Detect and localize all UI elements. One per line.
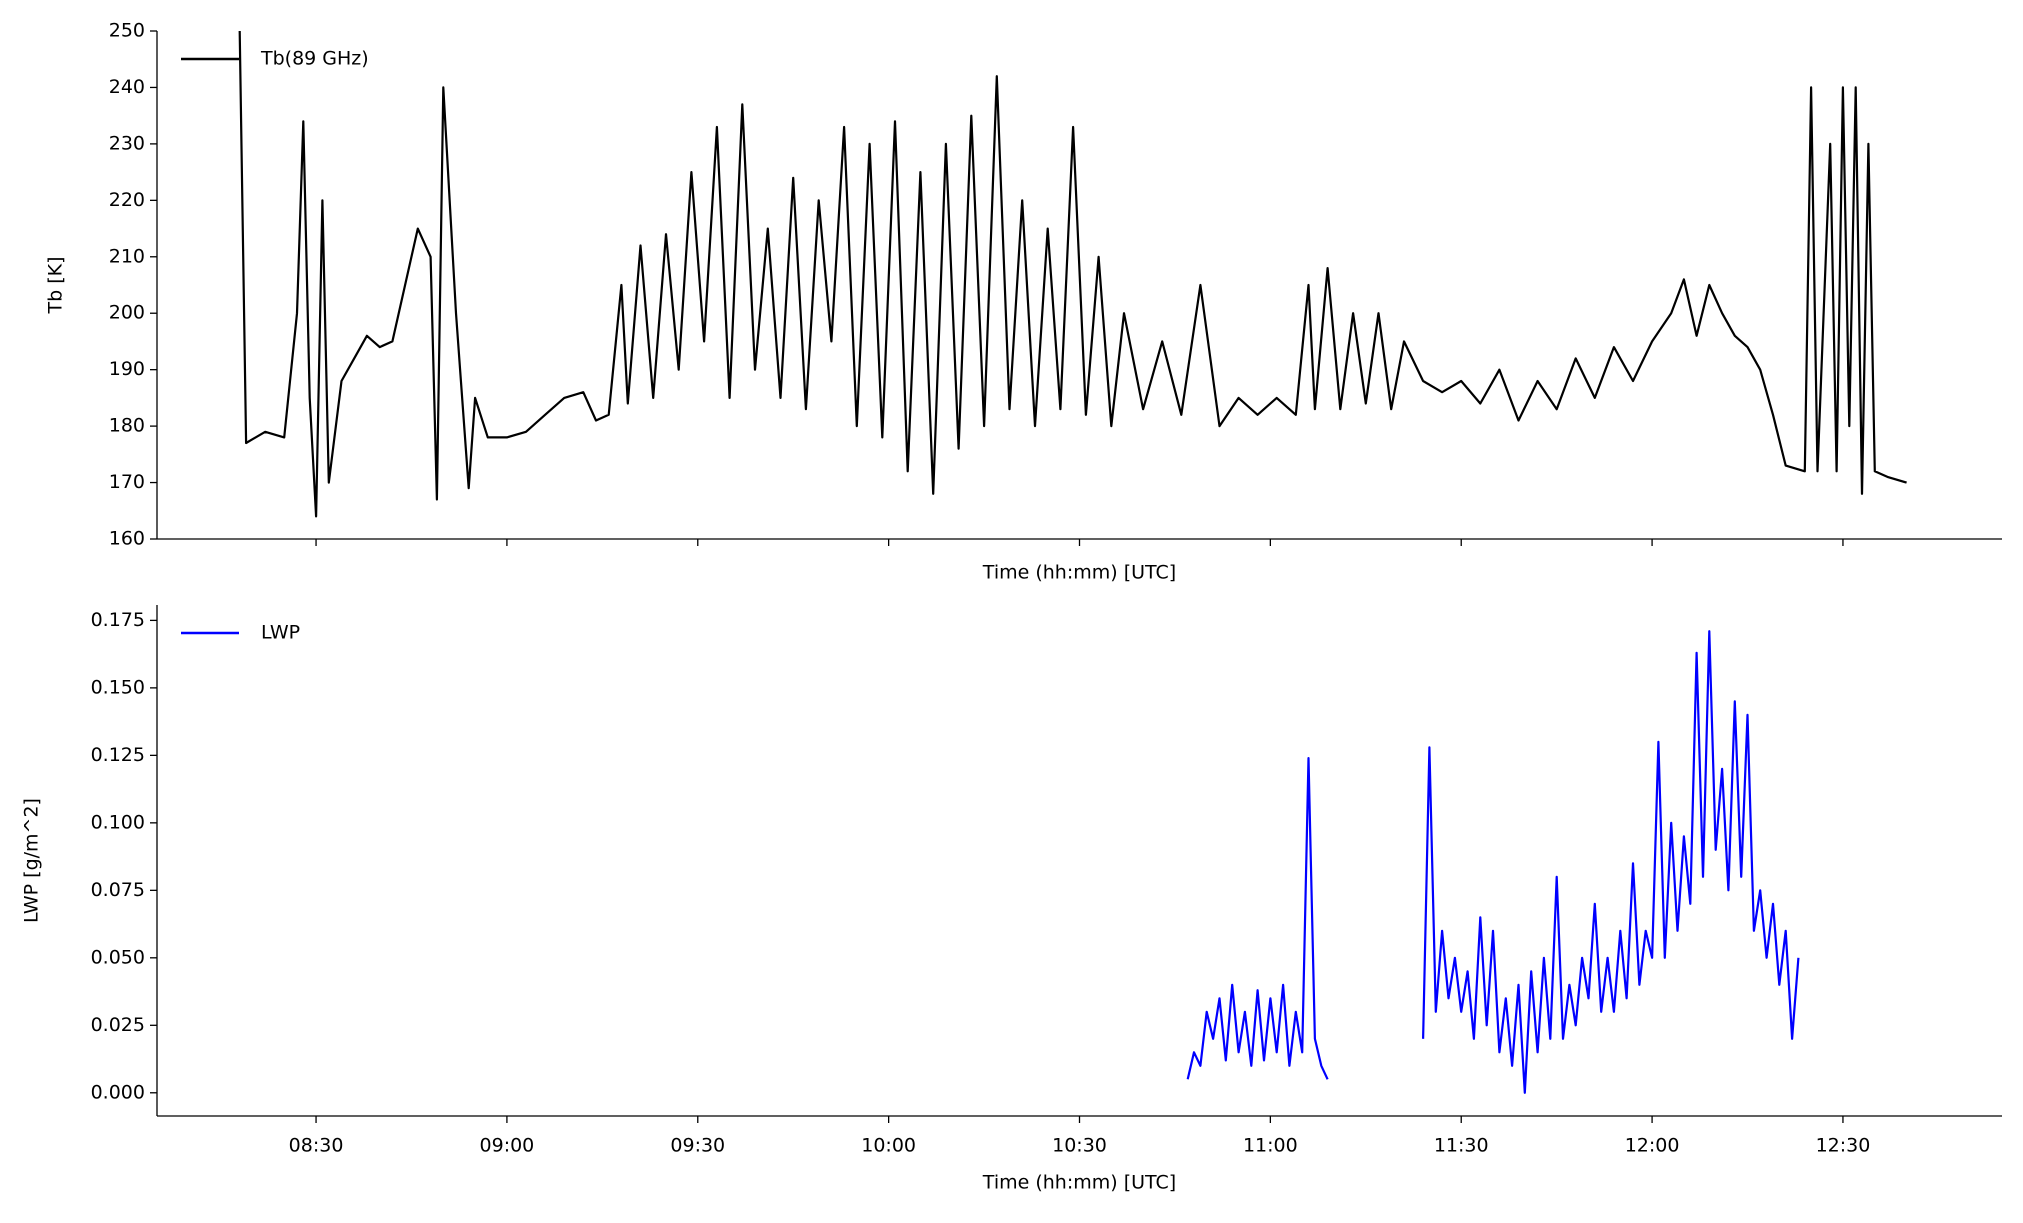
y-tick-label: 250 [109,20,145,42]
x-tick-label: 12:30 [1816,1135,1871,1157]
y-tick-label: 0.025 [91,1014,145,1036]
y-tick-label: 160 [109,528,145,550]
x-tick-label: 11:30 [1434,1135,1489,1157]
x-tick-label: 10:00 [861,1135,916,1157]
x-tick-label: 12:00 [1625,1135,1680,1157]
x-tick-label: 09:30 [670,1135,725,1157]
y-tick-label: 0.075 [91,879,145,901]
y-tick-label: 0.100 [91,811,145,833]
y-tick-label: 230 [109,132,145,154]
y-tick-label: 200 [109,302,145,324]
x-tick-label: 09:00 [480,1135,535,1157]
y-tick-label: 0.000 [91,1081,145,1103]
y-axis-label: Tb [K] [45,257,67,315]
y-axis-label: LWP [g/m^2] [21,798,43,923]
y-tick-label: 170 [109,471,145,493]
y-tick-label: 0.125 [91,744,145,766]
x-tick-label: 10:30 [1052,1135,1107,1157]
x-tick-label: 11:00 [1243,1135,1298,1157]
data-line [238,30,1907,518]
y-tick-label: 220 [109,189,145,211]
x-axis-label: Time (hh:mm) [UTC] [982,1172,1176,1194]
legend-label: Tb(89 GHz) [260,48,369,70]
y-tick-label: 240 [109,76,145,98]
y-tick-label: 0.175 [91,609,145,631]
x-tick-label: 08:30 [289,1135,344,1157]
legend-label: LWP [261,622,300,644]
y-tick-label: 190 [109,358,145,380]
y-tick-label: 210 [109,245,145,267]
y-tick-label: 180 [109,415,145,437]
y-tick-label: 0.150 [91,676,145,698]
y-tick-label: 0.050 [91,946,145,968]
data-line [1186,630,1800,1094]
x-axis-label: Time (hh:mm) [UTC] [982,562,1176,584]
